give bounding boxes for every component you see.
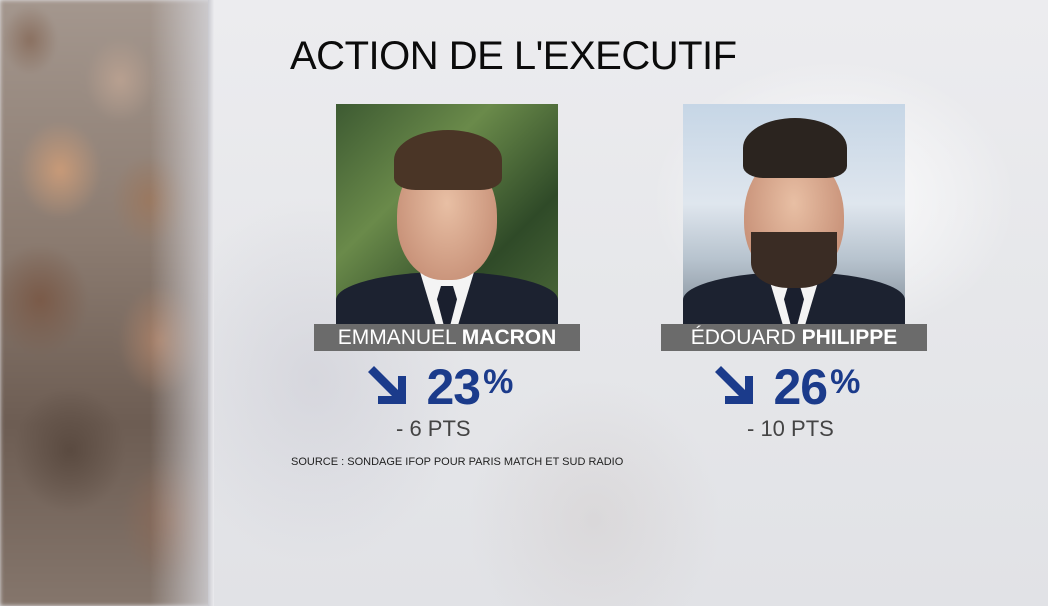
portrait-hair [394, 130, 502, 190]
score-number: 26 [773, 359, 828, 415]
portrait-hair [743, 118, 847, 178]
portrait-tie [784, 286, 804, 326]
score-row-macron: 23% [368, 359, 513, 415]
score-unit: % [483, 363, 513, 401]
first-name: ÉDOUARD [690, 326, 796, 349]
score-change-macron: - 6 PTS [396, 416, 471, 441]
score-value: 23% [426, 359, 513, 415]
last-name: PHILIPPE [801, 326, 898, 349]
arrow-down-right-icon [715, 366, 753, 404]
portrait-photo-philippe [683, 104, 905, 326]
portrait-tie [437, 286, 457, 326]
last-name: MACRON [461, 326, 557, 349]
name-bar-macron: EMMANUEL MACRON [314, 324, 580, 351]
background-fade [150, 0, 214, 606]
source-note: SOURCE : SONDAGE IFOP POUR PARIS MATCH E… [291, 456, 624, 468]
portrait-photo-macron [336, 104, 558, 326]
person-card-philippe: ÉDOUARD PHILIPPE 26% - 10 PTS [661, 104, 927, 441]
portrait-beard [751, 232, 837, 288]
name-bar-philippe: ÉDOUARD PHILIPPE [661, 324, 927, 351]
person-card-macron: EMMANUEL MACRON 23% - 6 PTS [314, 104, 580, 441]
panel-divider [208, 0, 214, 606]
first-name: EMMANUEL [337, 326, 456, 349]
score-change-philippe: - 10 PTS [747, 416, 834, 441]
arrow-down-right-icon [368, 366, 406, 404]
score-number: 23 [426, 359, 481, 415]
page-title: ACTION DE L'EXECUTIF [290, 34, 737, 78]
score-row-philippe: 26% [715, 359, 860, 415]
score-unit: % [830, 363, 860, 401]
score-value: 26% [773, 359, 860, 415]
